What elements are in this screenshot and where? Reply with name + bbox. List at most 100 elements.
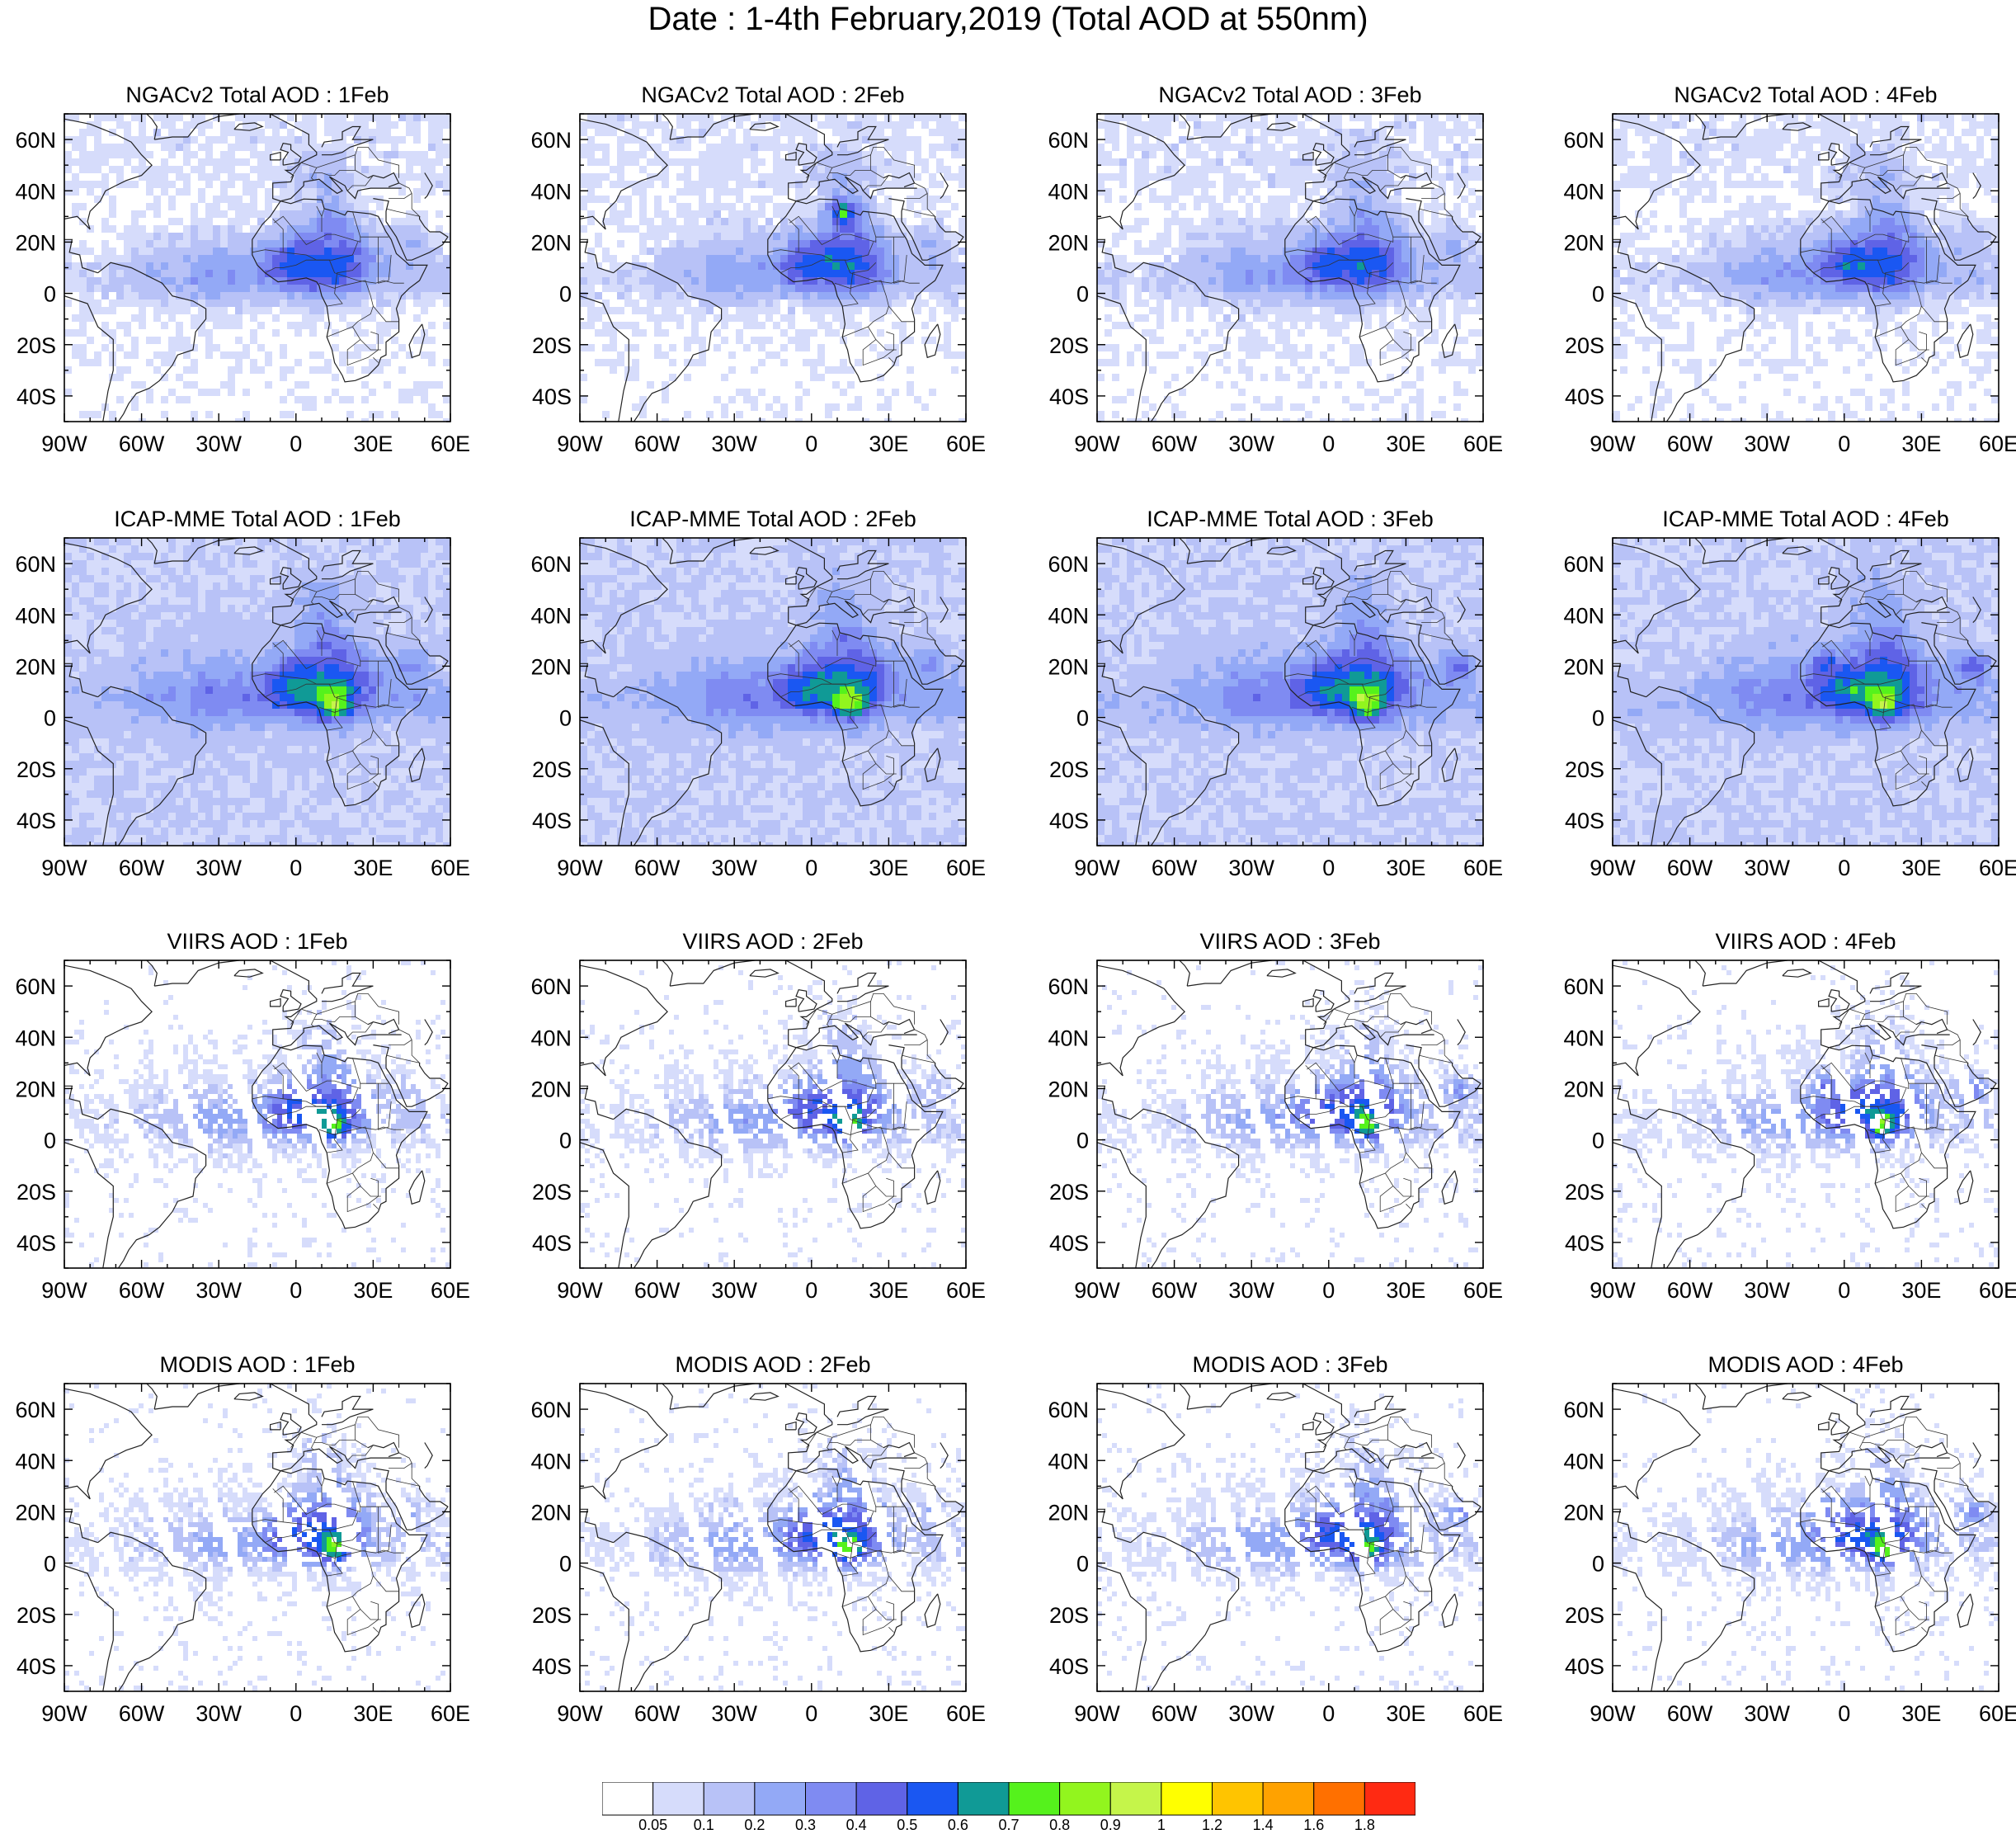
lon-tick-label: 30W [1744,1278,1790,1303]
lat-tick-label: 0 [1076,706,1089,731]
map-panel: MODIS AOD : 1Feb 90W 60W 30W 0 30E 60E 60N 40N 20… [15,1352,470,1726]
map-area: 90W 60W 30W 0 30E 60E 60N 40N 20N 0 20S 40S [1048,960,1503,1303]
map-panel: MODIS AOD : 2Feb 90W 60W 30W 0 30E 60E 60N 40N 20… [530,1352,986,1726]
lon-tick-label: 60W [1667,856,1713,880]
lat-tick-label: 40N [1048,603,1089,628]
lon-tick-label: 30W [1744,856,1790,880]
lon-tick-label: 30W [1228,1278,1274,1303]
lon-tick-label: 30W [1228,1701,1274,1726]
lon-tick-label: 60E [946,431,986,456]
map-area: 90W 60W 30W 0 30E 60E 60N 40N 20N 0 20S 40S [1563,537,2016,880]
map-area: 90W 60W 30W 0 30E 60E 60N 40N 20N 0 20S 40S [1048,537,1503,880]
lat-tick-label: 40S [532,1654,572,1679]
map-panel: NGACv2 Total AOD : 3Feb 90W 60W 30W 0 30E 60E 6… [1048,83,1503,456]
lon-tick-label: 60E [946,1278,986,1303]
country-borders [1284,571,1453,790]
lat-tick-label: 20N [1048,654,1089,679]
lon-tick-label: 30E [1901,431,1941,456]
lon-tick-label: 30W [711,1278,757,1303]
panel-title: VIIRS AOD : 1Feb [167,929,347,954]
panel-title: NGACv2 Total AOD : 3Feb [1158,83,1421,107]
lat-tick-label: 40S [16,1231,56,1256]
colorbar-swatch [1364,1782,1415,1816]
coastlines [64,538,449,846]
lat-tick-label: 0 [1592,1129,1604,1153]
map-area: 90W 60W 30W 0 30E 60E 60N 40N 20N 0 20S 40S [15,537,470,880]
panel-title: VIIRS AOD : 2Feb [682,929,863,954]
colorbar-label: 1.6 [1303,1817,1324,1832]
country-borders [767,147,936,366]
map-area: 90W 60W 30W 0 30E 60E 60N 40N 20N 0 20S 40S [530,1383,986,1726]
coastlines [64,1384,449,1691]
lat-tick-label: 20S [532,1180,572,1205]
colorbar-swatch [1313,1782,1365,1816]
lon-tick-label: 90W [1074,1701,1120,1726]
lat-tick-label: 60N [15,128,56,153]
lon-tick-label: 60W [119,856,165,880]
coastlines [580,538,964,846]
lat-tick-label: 20N [15,1077,56,1101]
map-panel: NGACv2 Total AOD : 1Feb 90W 60W 30W 0 30E 60E 6… [15,83,470,456]
lon-tick-label: 90W [557,1701,603,1726]
lat-tick-label: 40S [16,809,56,833]
colorbar-label: 0.3 [795,1817,816,1832]
lat-tick-label: 40N [530,1026,572,1050]
lon-tick-label: 0 [1322,431,1335,456]
lon-tick-label: 30E [1386,1278,1425,1303]
lat-tick-label: 40S [532,1231,572,1256]
lat-tick-label: 20N [530,1077,572,1101]
colorbar-swatch [1212,1782,1264,1816]
lat-tick-label: 40S [1565,384,1604,409]
aod-field [1097,114,1483,422]
lon-tick-label: 90W [1590,856,1636,880]
lon-tick-label: 60W [1152,1278,1198,1303]
lon-tick-label: 0 [290,1278,302,1303]
lat-tick-label: 60N [530,552,572,577]
country-borders [252,1417,421,1636]
lon-tick-label: 60W [119,1278,165,1303]
map-area: 90W 60W 30W 0 30E 60E 60N 40N 20N 0 20S 40S [1563,960,2016,1303]
lon-tick-label: 90W [41,856,87,880]
coastlines [580,114,964,422]
lon-tick-label: 60E [1463,1278,1503,1303]
lon-tick-label: 60E [431,1701,470,1726]
lon-tick-label: 90W [557,431,603,456]
colorbar-label: 0.8 [1049,1817,1070,1832]
lon-tick-label: 60W [634,431,681,456]
lon-tick-label: 30E [353,431,393,456]
colorbar-label: 0.6 [948,1817,968,1832]
lon-tick-label: 60E [1463,431,1503,456]
colorbar-swatch [855,1782,908,1816]
aod-field [64,538,450,846]
lon-tick-label: 30W [1744,1701,1790,1726]
aod-field [580,1384,966,1691]
lon-tick-label: 60W [634,856,681,880]
lat-tick-label: 60N [1048,552,1089,577]
map-panel: ICAP-MME Total AOD : 2Feb 90W 60W 30W 0 30E 60… [530,507,986,880]
lat-tick-label: 20N [15,230,56,255]
lon-tick-label: 90W [1074,1278,1120,1303]
colorbar-label: 1.4 [1253,1817,1274,1832]
lon-tick-label: 60W [1152,1701,1198,1726]
colorbar-label: 1.2 [1202,1817,1222,1832]
lon-tick-label: 0 [1838,1278,1850,1303]
lat-tick-label: 0 [1592,706,1604,731]
lat-tick-label: 40S [1049,809,1089,833]
lon-tick-label: 30E [1386,1701,1425,1726]
lon-tick-label: 60E [1979,1278,2016,1303]
lon-tick-label: 30W [195,856,242,880]
lat-tick-label: 0 [1592,1552,1604,1577]
lat-tick-label: 40S [1049,384,1089,409]
lat-tick-label: 40S [1565,809,1604,833]
lat-tick-label: 60N [1048,974,1089,999]
aod-field [64,1384,450,1691]
country-borders [1800,993,1969,1213]
country-borders [1800,1417,1969,1636]
lat-tick-label: 20N [15,654,56,679]
lon-tick-label: 30E [1901,1701,1941,1726]
lat-tick-label: 20N [1048,1077,1089,1101]
country-borders [252,147,421,366]
lon-tick-label: 90W [1590,431,1636,456]
coastlines [1097,1384,1481,1691]
lon-tick-label: 60E [1979,856,2016,880]
